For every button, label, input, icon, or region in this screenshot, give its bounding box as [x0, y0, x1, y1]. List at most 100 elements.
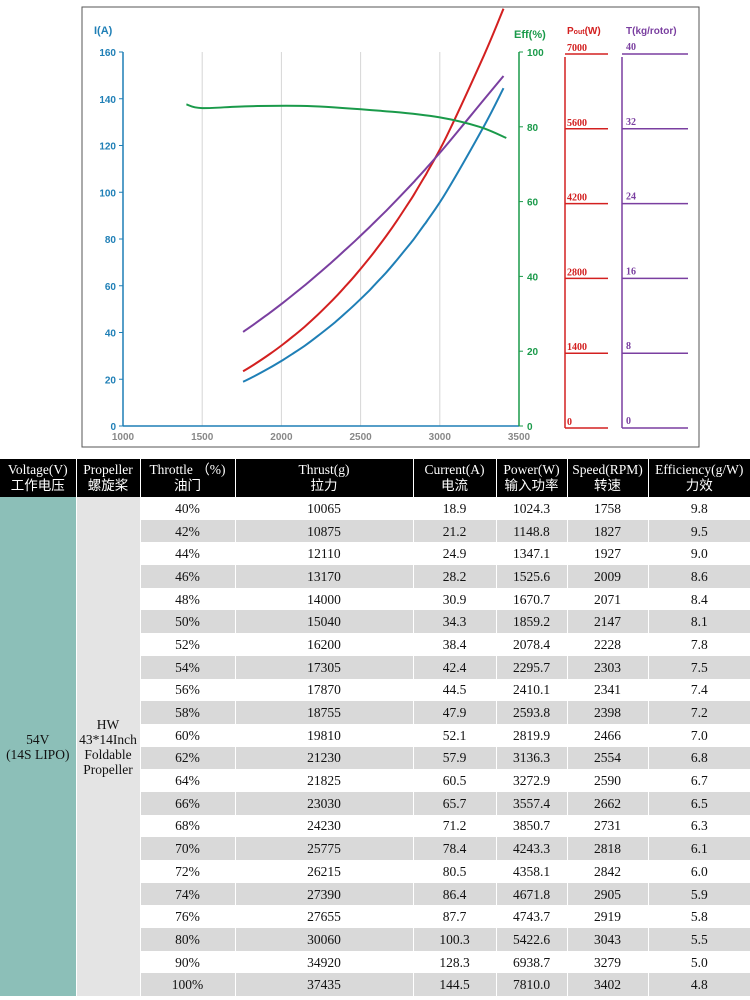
header-thrust: Thrust(g) 拉力: [234, 459, 413, 497]
table-row: 62% 21230 57.9 3136.3 2554 6.8: [0, 746, 750, 770]
power-tick-label: 5600: [567, 118, 587, 129]
power-cell: 4743.7: [495, 905, 567, 929]
efficiency-cell: 7.2: [647, 701, 750, 724]
table-row: 58% 18755 47.9 2593.8 2398 7.2: [0, 701, 750, 724]
throttle-cell: 66%: [139, 791, 235, 815]
table-row: 44% 12110 24.9 1347.1 1927 9.0: [0, 542, 750, 566]
current-cell: 86.4: [412, 882, 496, 906]
power-cell: 5422.6: [495, 928, 567, 951]
thrust-cell: 14000: [234, 587, 413, 611]
thrust-tick-label: 8: [626, 341, 631, 352]
throttle-cell: 56%: [139, 678, 235, 702]
throttle-cell: 52%: [139, 633, 235, 656]
table-row: 76% 27655 87.7 4743.7 2919 5.8: [0, 905, 750, 929]
efficiency-series-line: [186, 103, 507, 139]
power-label-sub: out: [574, 29, 586, 36]
x-tick-label: 3500: [508, 432, 531, 443]
thrust-cell: 18755: [234, 701, 413, 724]
current-cell: 47.9: [412, 701, 496, 724]
table-row: 50% 15040 34.3 1859.2 2147 8.1: [0, 610, 750, 634]
speed-cell: 2303: [566, 655, 648, 679]
speed-cell: 2662: [566, 791, 648, 815]
efficiency-cell: 5.8: [647, 905, 750, 929]
chart-frame: [81, 6, 700, 448]
table-row: 80% 30060 100.3 5422.6 3043 5.5: [0, 928, 750, 951]
efficiency-tick-label: 20: [527, 347, 539, 358]
efficiency-axis-label: Eff(%): [514, 29, 546, 41]
current-tick-label: 100: [99, 188, 116, 199]
table-row: 42% 10875 21.2 1148.8 1827 9.5: [0, 519, 750, 543]
throttle-cell: 74%: [139, 882, 235, 906]
thrust-cell: 21230: [234, 746, 413, 770]
throttle-cell: 68%: [139, 814, 235, 838]
thrust-tick-label: 32: [626, 117, 636, 128]
table-row: 48% 14000 30.9 1670.7 2071 8.4: [0, 587, 750, 611]
thrust-cell: 12110: [234, 542, 413, 566]
thrust-cell: 30060: [234, 928, 413, 951]
current-cell: 71.2: [412, 814, 496, 838]
current-cell: 80.5: [412, 860, 496, 883]
efficiency-cell: 7.8: [647, 633, 750, 656]
current-series-line: [242, 87, 505, 383]
thrust-cell: 19810: [234, 723, 413, 747]
voltage-cell: 54V (14S LIPO): [0, 497, 76, 997]
axes: 1000 1500 2000 2500 3000 35000204060801001201…: [99, 42, 688, 443]
thrust-cell: 16200: [234, 633, 413, 656]
power-tick-label: 1400: [567, 342, 587, 353]
grid: [201, 52, 441, 426]
thrust-tick-label: 40: [626, 42, 636, 53]
efficiency-cell: 4.8: [647, 973, 750, 997]
current-tick-label: 160: [99, 48, 116, 59]
power-tick-label: 7000: [567, 43, 587, 54]
table-row: 54% 17305 42.4 2295.7 2303 7.5: [0, 655, 750, 679]
speed-cell: 2341: [566, 678, 648, 702]
throttle-cell: 42%: [139, 519, 235, 543]
power-tick-label: 2800: [567, 267, 587, 278]
table-row: 90% 34920 128.3 6938.7 3279 5.0: [0, 950, 750, 974]
current-cell: 18.9: [412, 497, 496, 520]
efficiency-tick-label: 100: [527, 48, 544, 59]
efficiency-tick-label: 0: [527, 422, 533, 433]
efficiency-cell: 6.1: [647, 837, 750, 860]
table-row: 60% 19810 52.1 2819.9 2466 7.0: [0, 723, 750, 747]
current-tick-label: 0: [110, 422, 116, 433]
power-cell: 4358.1: [495, 860, 567, 883]
throttle-cell: 60%: [139, 723, 235, 747]
axis-labels: I(A) Eff(%) Pout(W) T(kg/rotor): [94, 25, 677, 41]
thrust-tick-label: 24: [626, 192, 636, 203]
thrust-cell: 34920: [234, 950, 413, 974]
throttle-cell: 64%: [139, 769, 235, 792]
thrust-cell: 37435: [234, 973, 413, 997]
thrust-cell: 26215: [234, 860, 413, 883]
current-tick-label: 140: [99, 95, 116, 106]
current-cell: 30.9: [412, 587, 496, 611]
current-cell: 65.7: [412, 791, 496, 815]
thrust-cell: 24230: [234, 814, 413, 838]
thrust-cell: 13170: [234, 565, 413, 588]
thrust-series-line: [242, 75, 505, 333]
speed-cell: 2818: [566, 837, 648, 860]
speed-cell: 2147: [566, 610, 648, 634]
propeller-cell: HW 43*14Inch Foldable Propeller: [75, 497, 140, 997]
current-cell: 52.1: [412, 723, 496, 747]
thrust-cell: 15040: [234, 610, 413, 634]
current-cell: 144.5: [412, 973, 496, 997]
current-cell: 24.9: [412, 542, 496, 566]
table-row: 68% 24230 71.2 3850.7 2731 6.3: [0, 814, 750, 838]
current-tick-label: 20: [105, 375, 117, 386]
header-power: Power(W) 输入功率: [495, 459, 567, 497]
power-cell: 7810.0: [495, 973, 567, 997]
efficiency-tick-label: 40: [527, 272, 539, 283]
efficiency-cell: 5.0: [647, 950, 750, 974]
table-row: 46% 13170 28.2 1525.6 2009 8.6: [0, 565, 750, 588]
throttle-cell: 90%: [139, 950, 235, 974]
speed-cell: 2554: [566, 746, 648, 770]
power-cell: 3136.3: [495, 746, 567, 770]
speed-cell: 3279: [566, 950, 648, 974]
throttle-cell: 58%: [139, 701, 235, 724]
efficiency-cell: 9.5: [647, 519, 750, 543]
power-cell: 4671.8: [495, 882, 567, 906]
power-cell: 3850.7: [495, 814, 567, 838]
throttle-cell: 70%: [139, 837, 235, 860]
table-row: 100% 37435 144.5 7810.0 3402 4.8: [0, 973, 750, 997]
